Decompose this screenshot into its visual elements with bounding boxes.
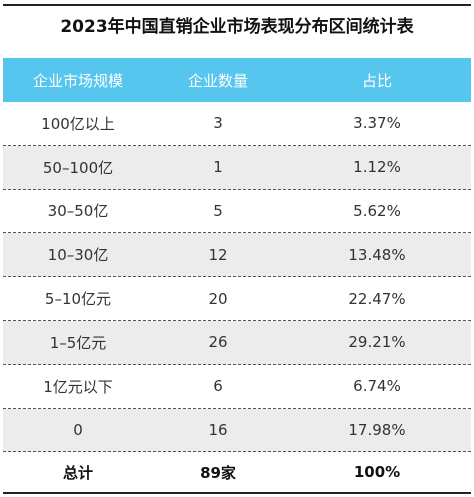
share-cell: 22.47%	[348, 289, 406, 308]
scale-cell: 1亿元以下	[43, 377, 113, 396]
header-scale: 企业市场规模	[32, 71, 123, 90]
scale-cell: 100亿以上	[41, 114, 115, 133]
scale-cell: 50–100亿	[42, 158, 114, 177]
share-cell: 1.12%	[353, 158, 401, 177]
count-cell: 20	[208, 289, 228, 308]
table-row: 5–10亿元 20 22.47%	[3, 277, 471, 321]
count-cell: 12	[208, 245, 228, 264]
count-cell: 3	[213, 114, 223, 133]
table-row: 10–30亿 12 13.48%	[3, 233, 471, 278]
header-share: 占比	[361, 71, 392, 90]
scale-cell: 5–10亿元	[44, 290, 112, 309]
share-cell: 3.37%	[353, 114, 401, 133]
share-cell: 5.62%	[353, 201, 401, 220]
scale-cell: 30–50亿	[47, 202, 109, 221]
table-row: 100亿以上 3 3.37%	[3, 102, 471, 146]
scale-cell: 10–30亿	[47, 246, 109, 265]
table-title: 2023年中国直销企业市场表现分布区间统计表	[60, 17, 414, 37]
table-row: 1–5亿元 26 29.21%	[3, 320, 471, 365]
table-total-row: 总计 89家 100%	[3, 452, 471, 495]
share-cell: 17.98%	[348, 420, 406, 439]
share-cell: 6.74%	[353, 377, 401, 396]
top-rule	[3, 4, 471, 6]
count-cell: 16	[208, 420, 228, 439]
total-label: 总计	[62, 463, 93, 482]
table-header-row: 企业市场规模 企业数量 占比	[3, 58, 471, 102]
table-row: 30–50亿 5 5.62%	[3, 190, 471, 234]
count-cell: 6	[213, 377, 223, 396]
total-count: 89家	[200, 463, 236, 482]
share-cell: 13.48%	[348, 245, 406, 264]
header-count: 企业数量	[187, 71, 248, 90]
data-table: 企业市场规模 企业数量 占比 100亿以上 3 3.37% 50–100亿 1 …	[3, 58, 471, 495]
table-row: 0 16 17.98%	[3, 408, 471, 453]
scale-cell: 1–5亿元	[49, 333, 107, 352]
scale-cell: 0	[73, 420, 83, 439]
total-share: 100%	[353, 463, 401, 482]
count-cell: 1	[213, 158, 223, 177]
share-cell: 29.21%	[348, 333, 406, 352]
count-cell: 26	[208, 333, 228, 352]
count-cell: 5	[213, 201, 223, 220]
table-row: 50–100亿 1 1.12%	[3, 145, 471, 190]
table-row: 1亿元以下 6 6.74%	[3, 365, 471, 409]
